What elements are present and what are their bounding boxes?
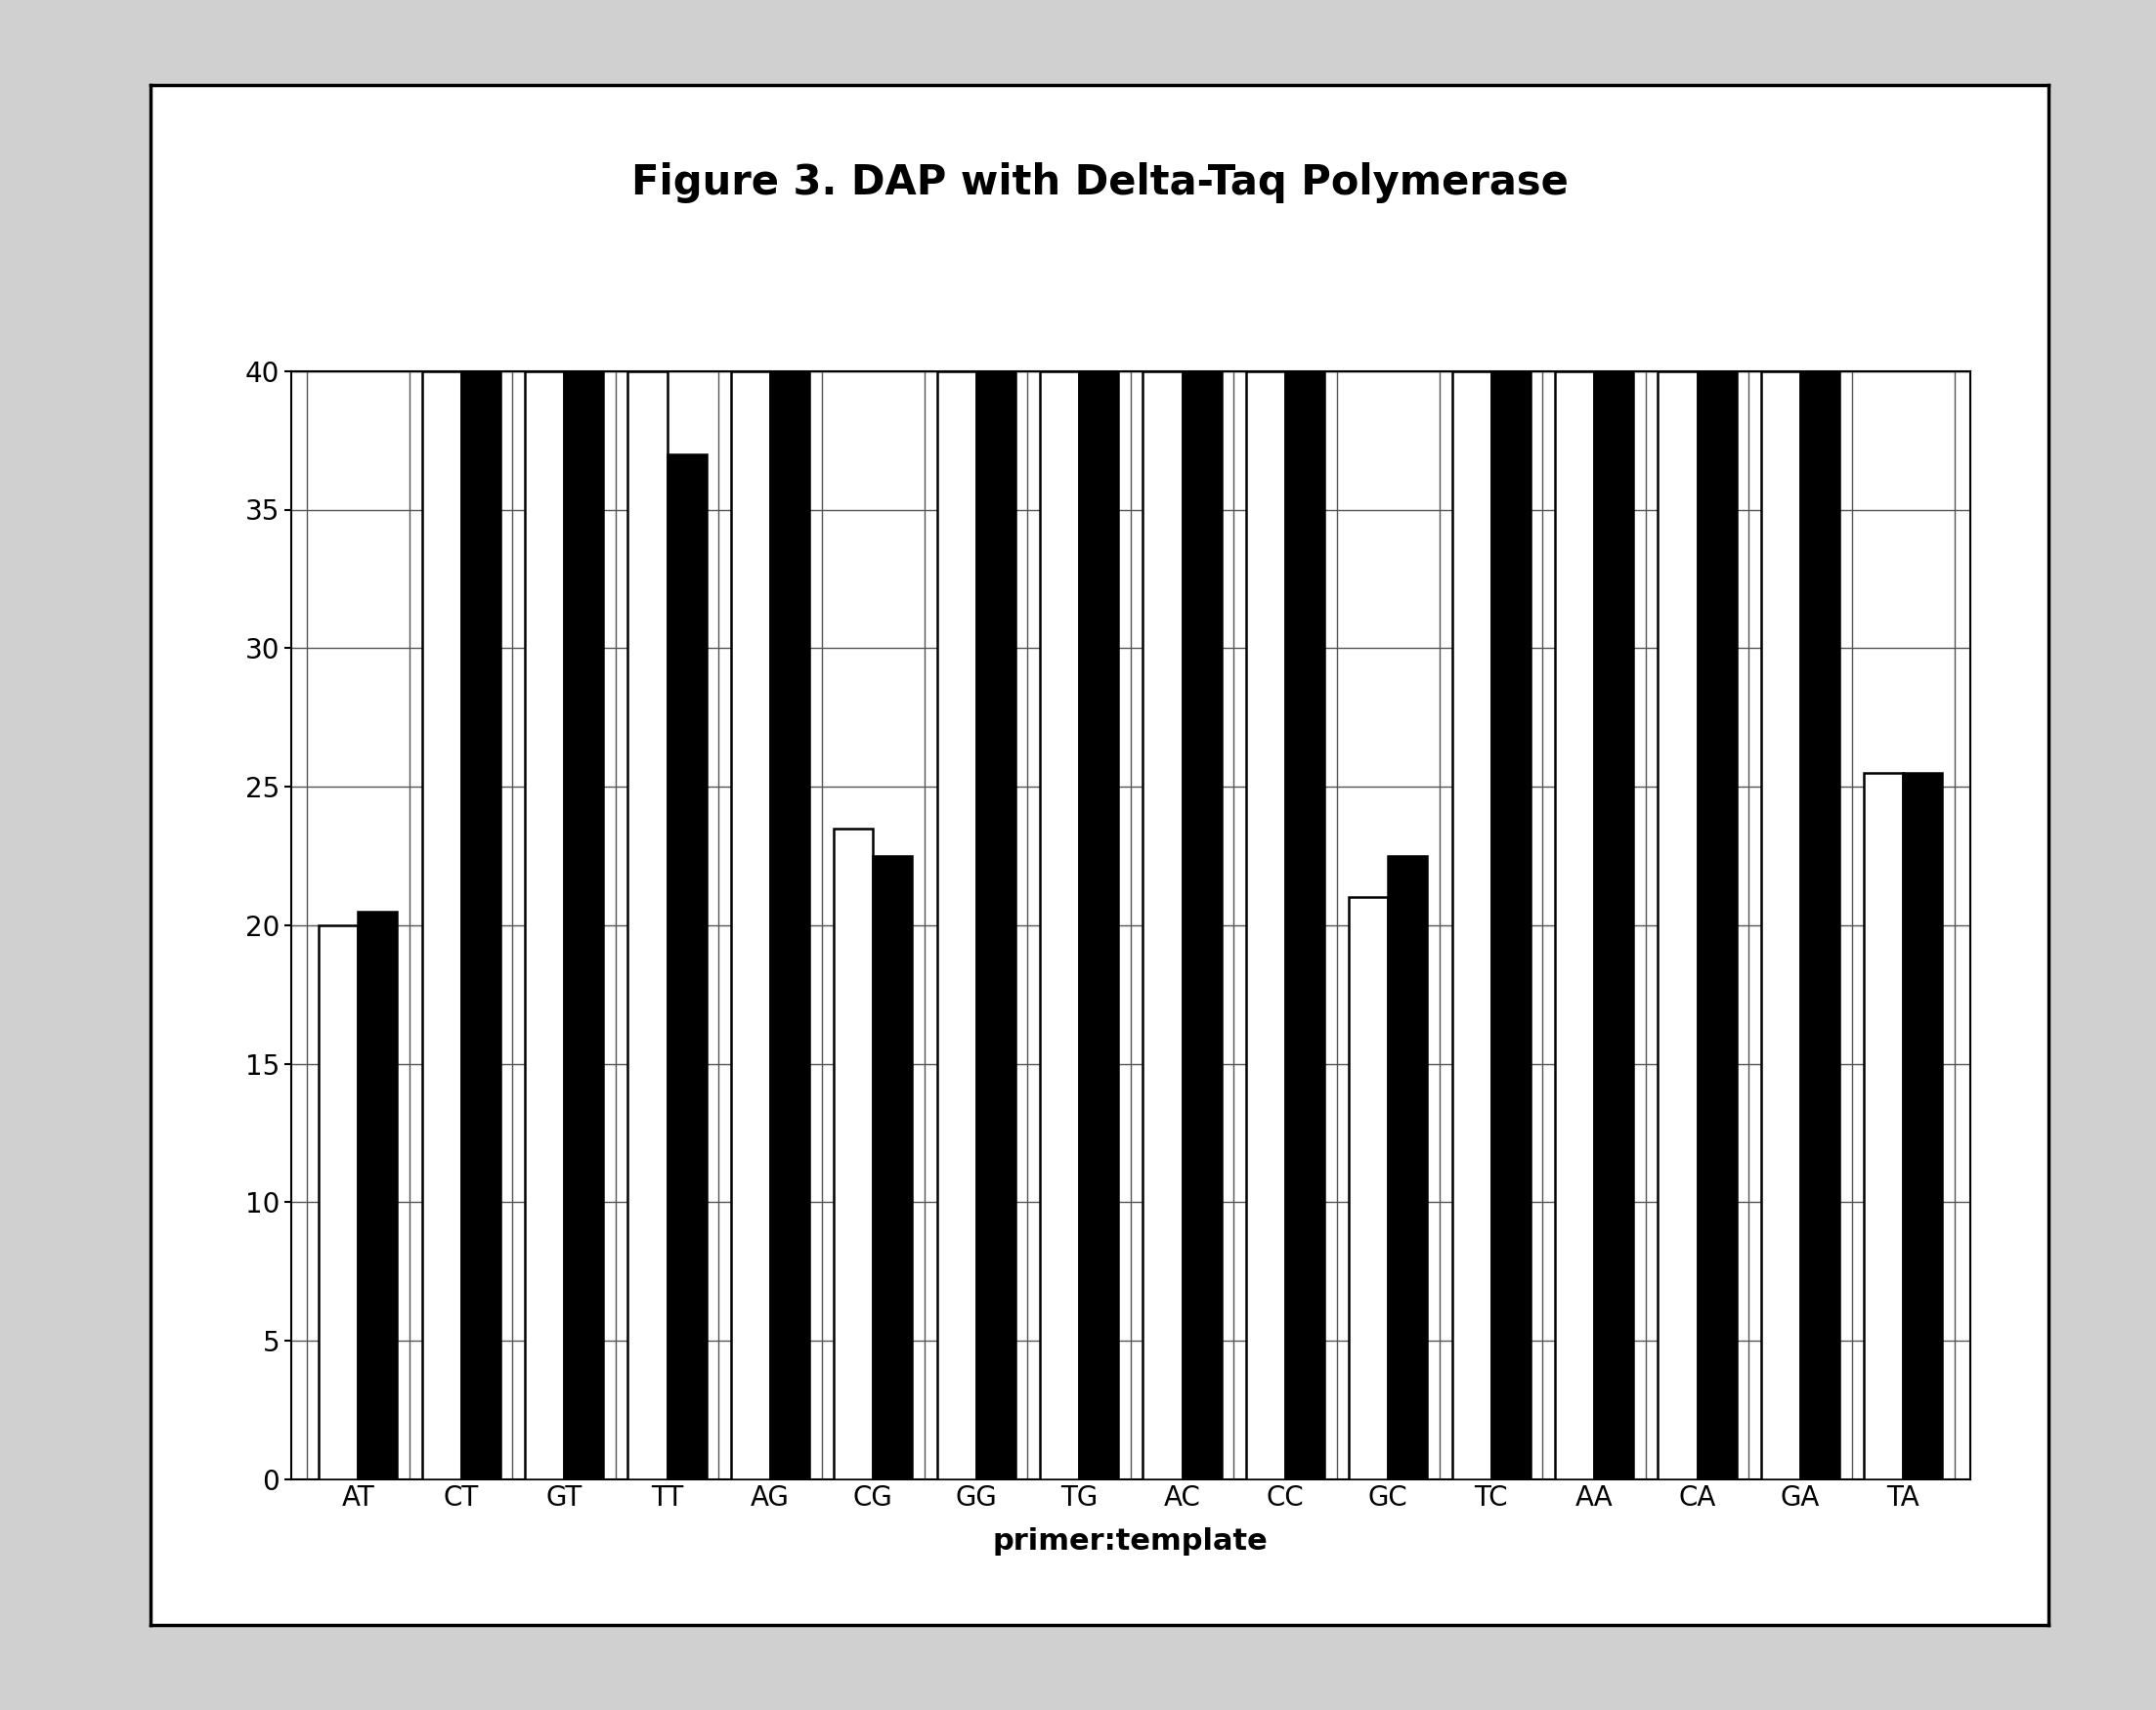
Bar (1658, 371, 1697, 1479)
Text: Figure 3. DAP with Delta-Taq Polymerase: Figure 3. DAP with Delta-Taq Polymerase (632, 162, 1567, 203)
Bar (834, 828, 873, 1479)
Bar (666, 455, 707, 1479)
Bar (731, 371, 770, 1479)
Bar (1904, 773, 1943, 1479)
Bar (565, 371, 604, 1479)
Bar (1350, 898, 1388, 1479)
Bar (319, 925, 358, 1479)
Bar (1492, 371, 1531, 1479)
Bar (770, 371, 808, 1479)
Bar (524, 371, 565, 1479)
Bar (1039, 371, 1080, 1479)
Bar (938, 371, 977, 1479)
Bar (358, 911, 397, 1479)
Bar (1800, 371, 1839, 1479)
Bar (1451, 371, 1492, 1479)
Bar (461, 371, 500, 1479)
Bar (1697, 371, 1736, 1479)
Bar (1285, 371, 1324, 1479)
X-axis label: primer:template: primer:template (994, 1527, 1268, 1556)
Bar (1388, 855, 1427, 1479)
Bar (1593, 371, 1634, 1479)
Bar (1181, 371, 1220, 1479)
Bar (627, 371, 666, 1479)
Bar (977, 371, 1015, 1479)
Bar (1080, 371, 1119, 1479)
Bar (1143, 371, 1181, 1479)
Bar (1761, 371, 1800, 1479)
Bar (1246, 371, 1285, 1479)
Bar (423, 371, 461, 1479)
Bar (1865, 773, 1904, 1479)
Bar (1554, 371, 1593, 1479)
Bar (873, 855, 912, 1479)
